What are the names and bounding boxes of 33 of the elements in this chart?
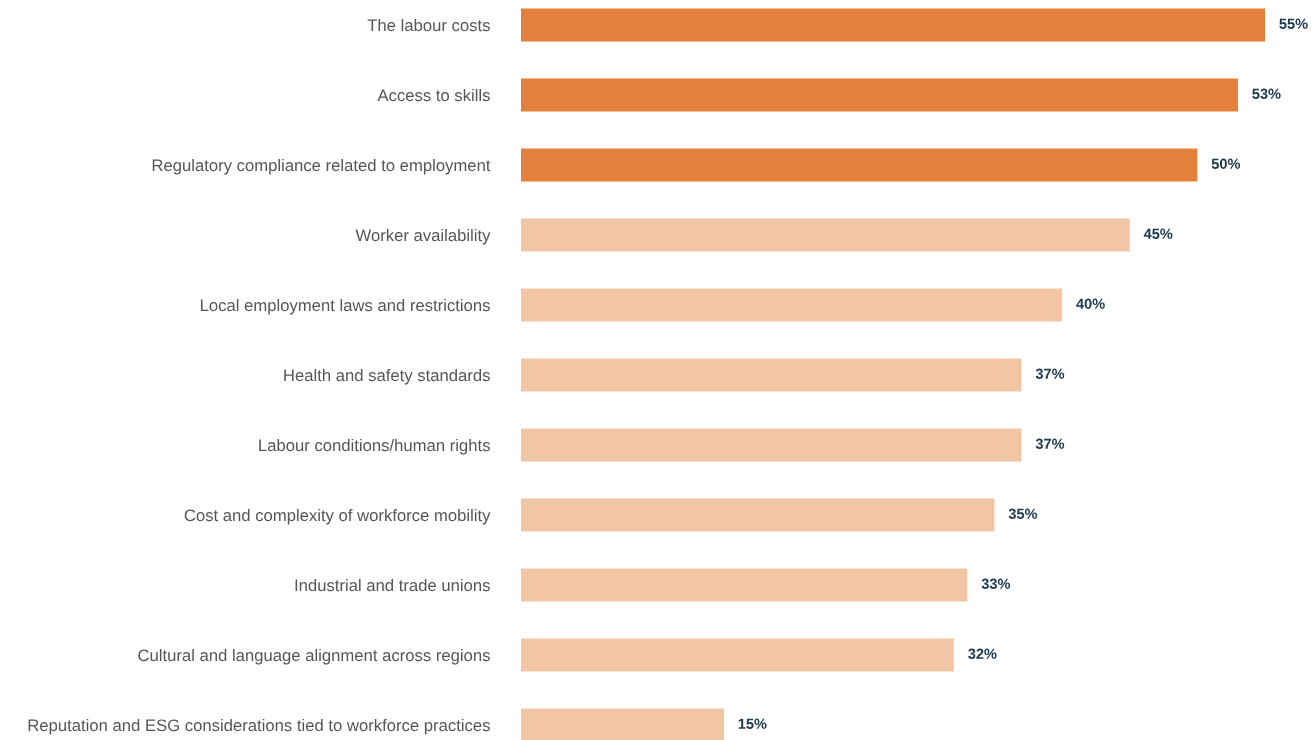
bar <box>521 148 1198 182</box>
bar <box>521 358 1022 392</box>
data-label: 53% <box>1252 88 1281 99</box>
data-label: 15% <box>738 718 767 729</box>
bar <box>521 78 1238 112</box>
y-tick-label: Local employment laws and restrictions <box>200 298 490 315</box>
data-label: 33% <box>981 578 1011 589</box>
bar <box>521 638 954 672</box>
data-label: 55% <box>1279 18 1308 29</box>
y-tick-label: Cultural and language alignment across regions <box>138 648 490 665</box>
data-label: 35% <box>1008 508 1038 519</box>
bar <box>521 218 1130 252</box>
bar <box>521 708 724 740</box>
y-tick-label: Cost and complexity of workforce mobility <box>184 508 491 525</box>
bar <box>521 428 1022 462</box>
y-tick-label: Access to skills <box>377 88 490 102</box>
y-tick-label: Industrial and trade unions <box>295 578 490 592</box>
data-label: 50% <box>1211 158 1241 169</box>
y-tick-label: Worker availability <box>355 228 491 245</box>
bar <box>521 498 995 532</box>
y-tick-label: Labour conditions/human rights <box>259 438 490 455</box>
data-label: 32% <box>968 648 997 659</box>
data-label: 37% <box>1035 368 1065 379</box>
data-label: 40% <box>1076 298 1105 309</box>
bar <box>521 8 1265 42</box>
y-tick-label: Health and safety standards <box>284 368 490 385</box>
bar <box>521 288 1063 322</box>
data-label: 37% <box>1035 438 1065 449</box>
y-tick-label: Regulatory compliance related to employment <box>152 158 491 175</box>
y-tick-label: The labour costs <box>367 18 490 32</box>
y-tick-label: Reputation and ESG considerations tied to workforce practices <box>28 718 490 735</box>
bar <box>521 568 968 602</box>
data-label: 45% <box>1143 228 1173 239</box>
